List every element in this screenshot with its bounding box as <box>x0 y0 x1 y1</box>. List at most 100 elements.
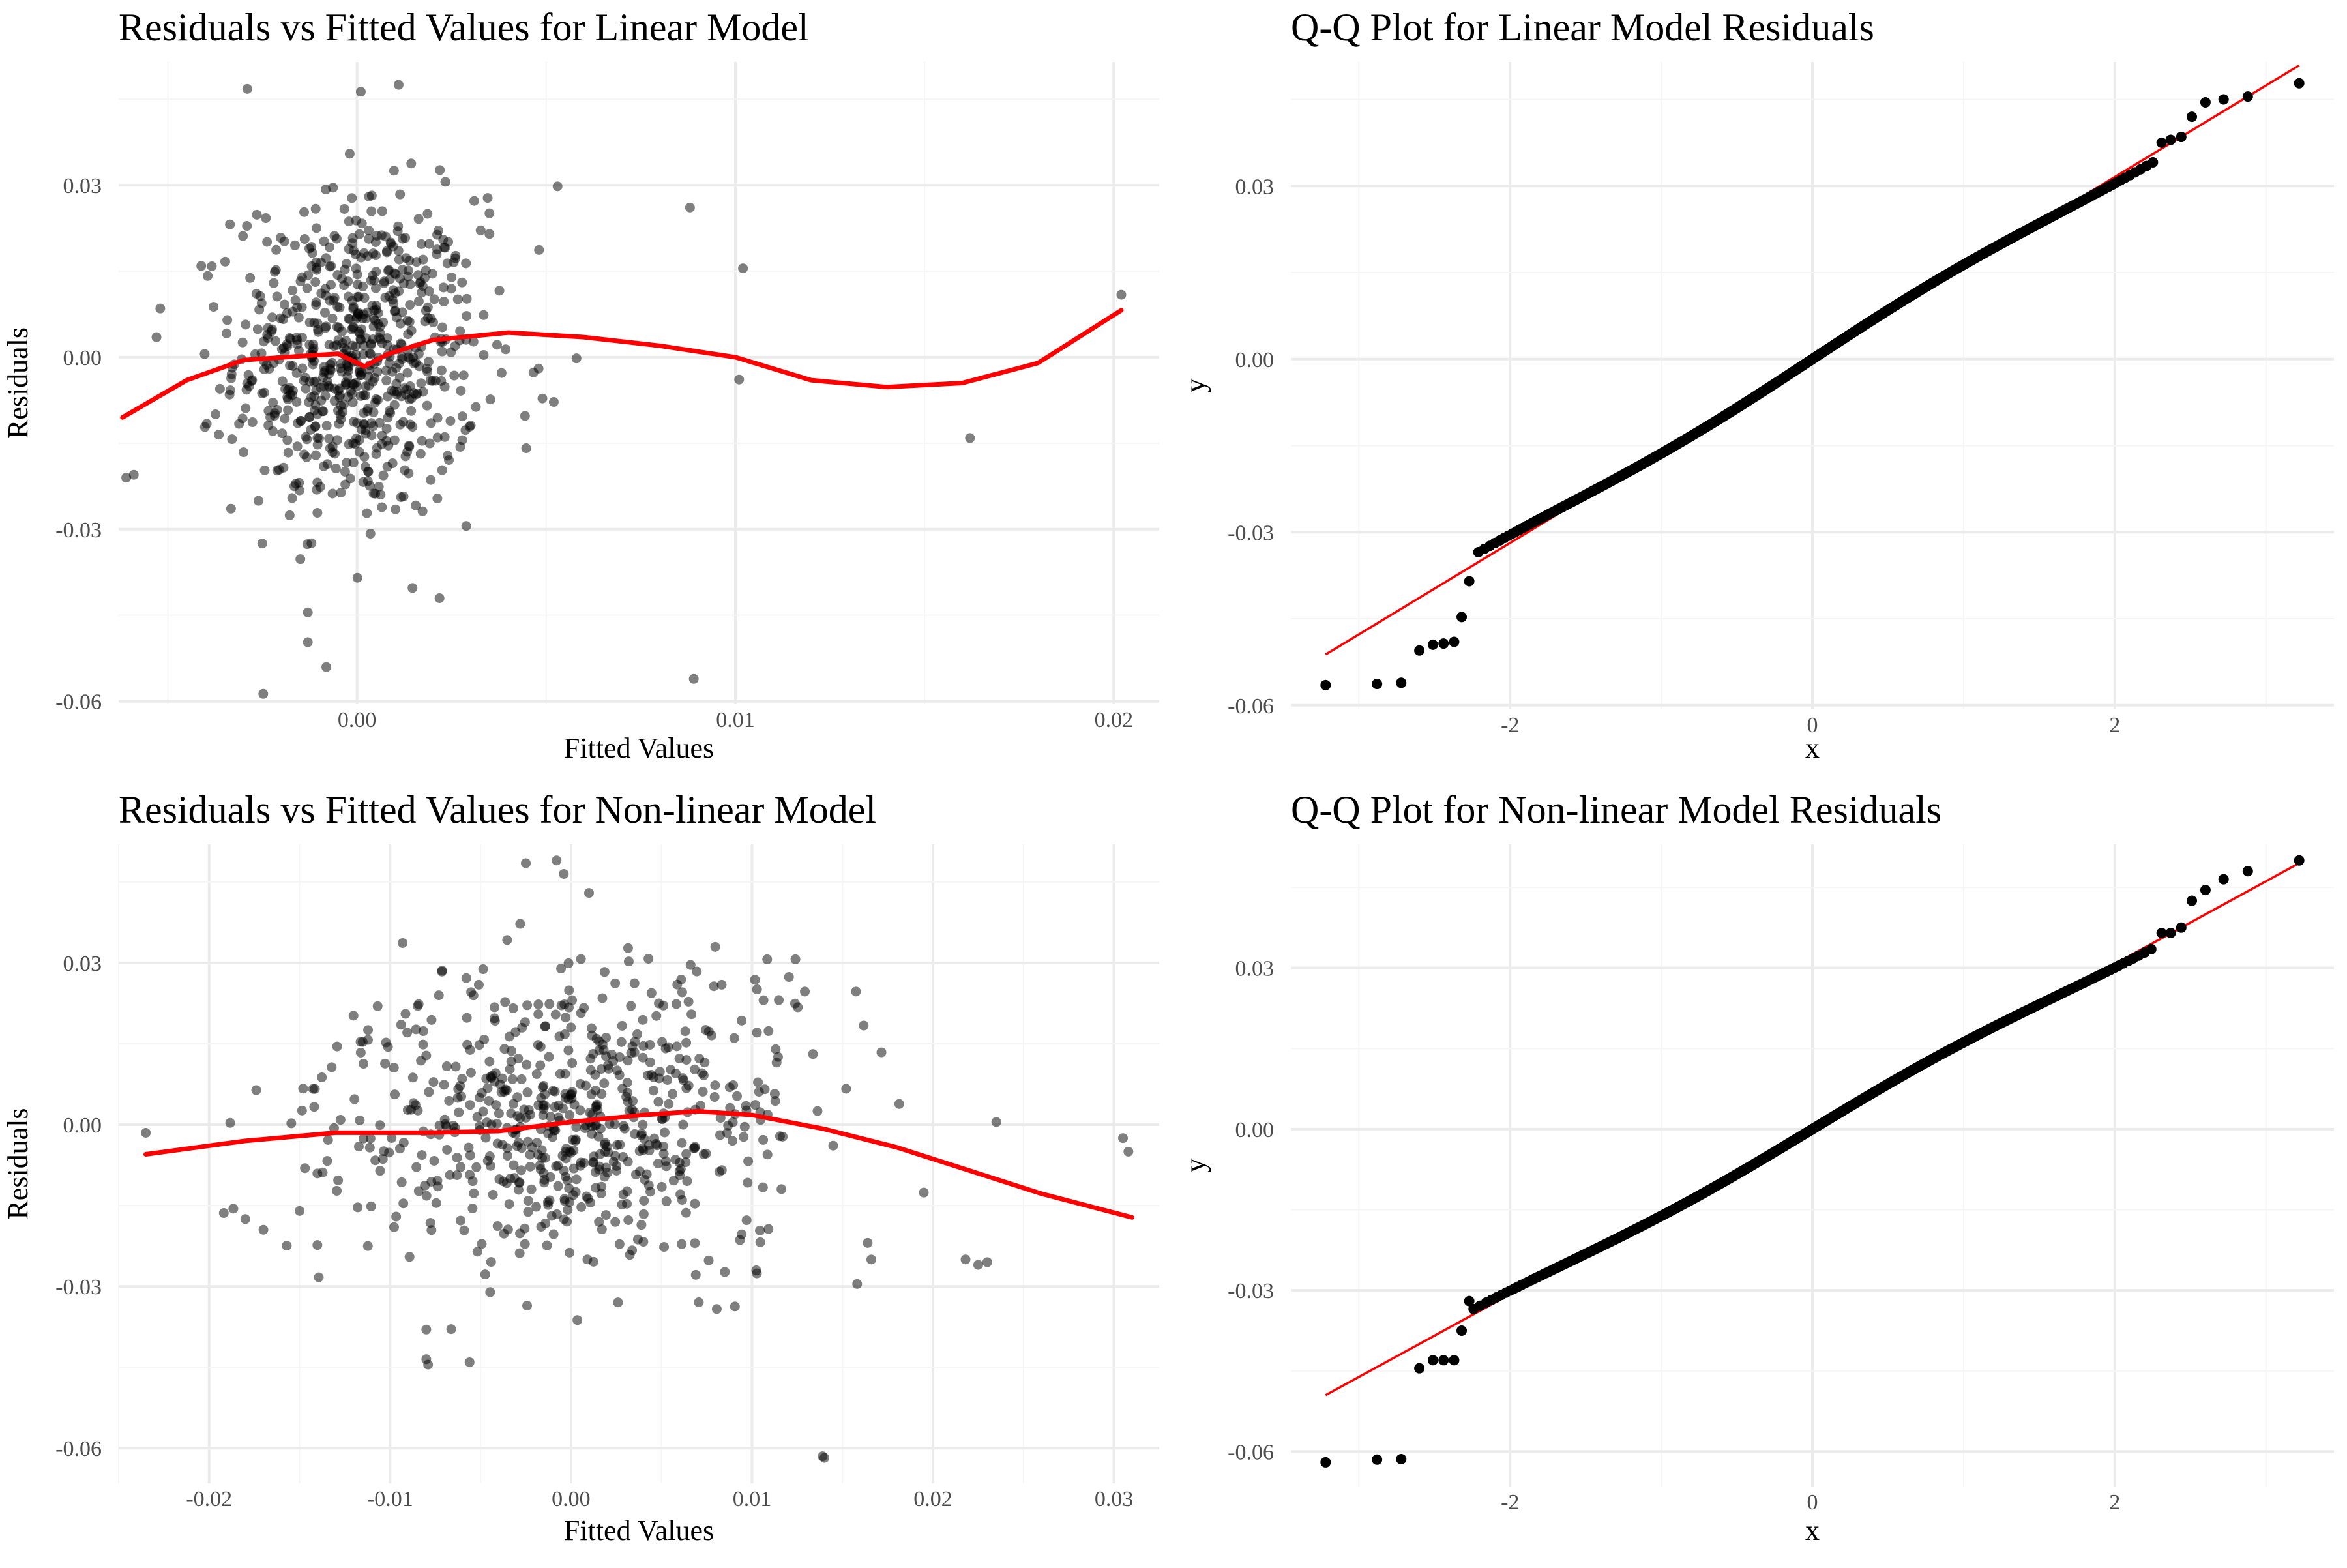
data-point <box>292 441 303 452</box>
data-point <box>317 1167 328 1177</box>
data-point <box>220 256 230 267</box>
data-point <box>462 293 472 304</box>
data-point <box>552 1209 562 1219</box>
data-point <box>682 1176 692 1187</box>
data-point <box>741 1101 751 1111</box>
data-point <box>309 356 319 366</box>
data-point <box>310 450 321 460</box>
data-point <box>894 1099 904 1109</box>
data-point <box>662 1074 673 1085</box>
data-point <box>256 348 267 359</box>
data-point <box>694 1054 705 1064</box>
data-point <box>692 966 702 977</box>
data-point <box>462 1013 472 1023</box>
data-point <box>417 436 427 446</box>
qq-point-tail <box>2294 855 2305 866</box>
data-point <box>417 1150 427 1161</box>
data-point <box>407 583 418 593</box>
data-point <box>406 1104 416 1115</box>
data-point <box>677 1239 687 1249</box>
data-point <box>457 435 467 445</box>
data-point <box>475 1093 485 1103</box>
x-tick-label: -0.02 <box>186 1487 232 1511</box>
qq-point-tail <box>1427 639 1438 650</box>
data-point <box>508 1003 518 1014</box>
x-tick-label: 0.02 <box>1095 708 1134 732</box>
data-point <box>355 1115 365 1125</box>
data-point <box>808 1049 818 1059</box>
data-point <box>681 1149 692 1159</box>
data-point <box>452 1170 462 1181</box>
data-point <box>430 376 441 386</box>
data-point <box>514 1248 525 1258</box>
data-point <box>295 554 306 565</box>
data-point <box>474 1040 484 1050</box>
data-point <box>730 1301 740 1312</box>
data-point <box>398 1138 409 1148</box>
data-point <box>448 1121 458 1131</box>
data-point <box>587 1023 597 1033</box>
data-point <box>320 323 331 333</box>
data-point <box>402 368 413 378</box>
data-point <box>426 418 436 428</box>
data-point <box>617 1200 627 1210</box>
data-point <box>308 343 319 353</box>
data-point <box>828 1140 838 1151</box>
data-point <box>437 346 447 357</box>
x-tick-label: 0.00 <box>338 708 377 732</box>
data-point <box>440 243 450 253</box>
data-point <box>753 1077 763 1087</box>
qq-point-tail <box>1414 1363 1425 1374</box>
data-point <box>711 1304 722 1314</box>
data-point <box>585 1065 596 1075</box>
data-point <box>670 1155 681 1165</box>
data-point <box>304 412 315 422</box>
data-point <box>310 421 321 432</box>
data-point <box>306 242 317 252</box>
data-point <box>591 1101 602 1112</box>
data-point-outlier <box>1123 1146 1134 1157</box>
y-tick-label: 0.00 <box>1235 1118 1275 1142</box>
data-point <box>287 493 297 503</box>
data-point <box>638 1143 648 1153</box>
data-point <box>643 1180 654 1191</box>
data-point <box>335 409 346 420</box>
data-point <box>677 1138 687 1148</box>
data-point <box>550 1086 560 1097</box>
data-point <box>557 1103 568 1114</box>
data-point-outlier <box>393 80 404 90</box>
data-point <box>406 158 417 169</box>
data-point <box>494 1108 504 1119</box>
data-point-outlier <box>537 393 548 404</box>
chart-linear-qq: -2 0 2 -0.06 -0.03 0.00 0.03 x y <box>1179 62 2334 764</box>
data-point <box>434 593 445 604</box>
data-point <box>396 1020 406 1030</box>
data-point <box>770 1096 780 1106</box>
data-point <box>653 1097 664 1107</box>
data-point <box>521 443 531 454</box>
qq-point-tail <box>2176 132 2187 143</box>
data-point <box>373 308 383 318</box>
panel-linear-qq: Q-Q Plot for Linear Model Residuals -2 0 2… <box>1174 0 2347 782</box>
data-point <box>214 430 224 440</box>
data-point <box>523 1196 533 1206</box>
data-point <box>666 1065 676 1075</box>
data-point <box>416 239 426 249</box>
data-point <box>459 1225 469 1235</box>
data-point <box>672 979 683 990</box>
data-point <box>603 1060 613 1071</box>
data-point <box>319 461 329 471</box>
data-point <box>327 1062 337 1072</box>
data-point <box>739 1121 750 1132</box>
data-point <box>567 995 578 1005</box>
data-point <box>525 1161 535 1172</box>
data-point <box>550 1009 561 1020</box>
data-point <box>353 1142 364 1152</box>
scatter-points <box>121 80 1127 699</box>
data-point <box>238 231 248 241</box>
data-point <box>548 1229 559 1239</box>
data-point <box>377 502 387 512</box>
data-point <box>252 324 263 334</box>
data-point <box>651 1011 662 1021</box>
data-point <box>422 209 433 219</box>
